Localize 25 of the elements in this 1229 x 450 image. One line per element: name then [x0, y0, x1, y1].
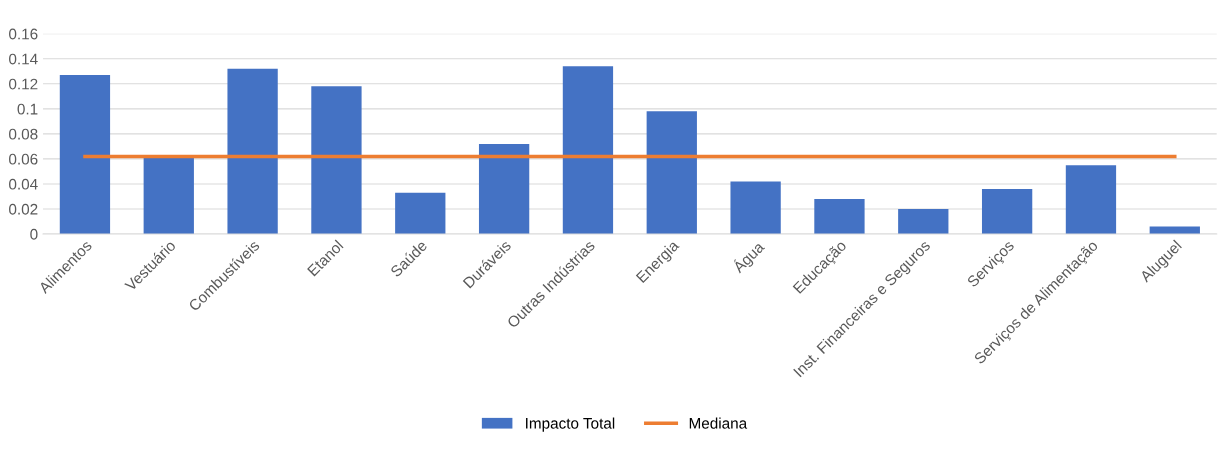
y-tick-label: 0.06 [9, 153, 38, 165]
bar [981, 188, 1033, 234]
y-tick-label: 0.04 [9, 178, 38, 190]
legend-label: Impacto Total [526, 417, 615, 432]
y-tick-label: 0.14 [9, 53, 38, 65]
bar [311, 86, 362, 234]
y-tick-label: 0 [30, 228, 38, 240]
y-tick-label: 0.16 [9, 28, 38, 40]
bar [395, 192, 446, 234]
bar [730, 181, 781, 234]
y-tick-label: 0.02 [9, 203, 38, 215]
bar [1065, 165, 1117, 234]
bar [143, 157, 194, 234]
bar [227, 68, 278, 234]
y-tick-label: 0.12 [9, 78, 38, 90]
y-tick-label: 0.1 [17, 103, 38, 115]
bar [562, 66, 614, 234]
legend-label: Mediana [689, 417, 748, 429]
bar [59, 75, 111, 234]
bar [646, 111, 697, 234]
bar [898, 208, 949, 234]
bar [814, 198, 865, 234]
y-tick-label: 0.08 [9, 128, 38, 140]
bar [478, 143, 530, 234]
bar [1149, 226, 1200, 234]
